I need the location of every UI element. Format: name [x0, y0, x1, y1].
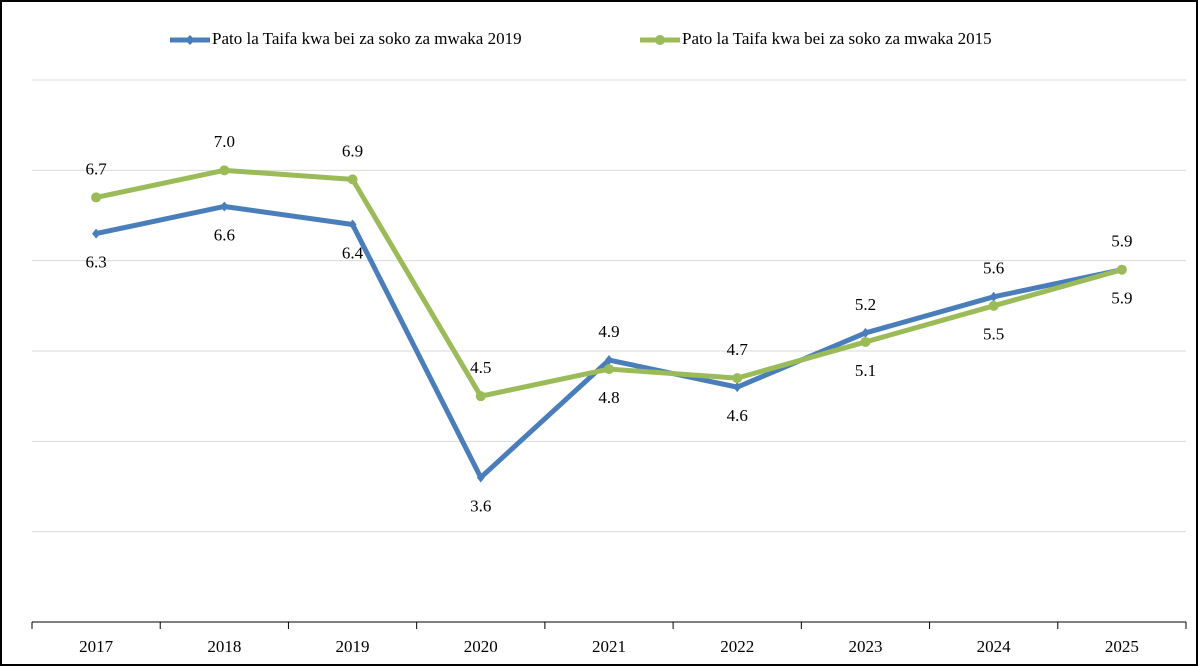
x-tick-label: 2020 [464, 637, 498, 656]
data-label: 5.6 [983, 259, 1004, 278]
point [219, 165, 230, 176]
data-label: 6.4 [342, 243, 364, 262]
data-label: 6.7 [85, 159, 107, 178]
point [1116, 264, 1127, 275]
data-label: 6.6 [214, 225, 235, 244]
point [347, 174, 358, 185]
data-label: 5.9 [1111, 289, 1132, 308]
x-tick-label: 2022 [720, 637, 754, 656]
point [92, 228, 101, 239]
x-tick-label: 2025 [1105, 637, 1139, 656]
data-label: 5.2 [855, 295, 876, 314]
point [988, 300, 999, 311]
point [989, 291, 998, 302]
point [476, 472, 485, 483]
legend-label: Pato la Taifa kwa bei za soko za mwaka 2… [682, 29, 992, 48]
point [220, 201, 229, 212]
legend-label: Pato la Taifa kwa bei za soko za mwaka 2… [212, 29, 522, 48]
data-label: 4.8 [598, 388, 619, 407]
data-label: 5.9 [1111, 232, 1132, 251]
point [861, 327, 870, 338]
data-label: 4.5 [470, 358, 491, 377]
x-tick-label: 2018 [207, 637, 241, 656]
data-label: 7.0 [214, 132, 235, 151]
data-label: 4.6 [727, 406, 748, 425]
x-tick-label: 2021 [592, 637, 626, 656]
data-label: 6.3 [85, 252, 106, 271]
x-tick-label: 2024 [977, 637, 1012, 656]
point [348, 219, 357, 230]
data-label: 4.9 [598, 322, 619, 341]
point [91, 192, 102, 203]
legend-marker [655, 35, 665, 45]
point [475, 391, 486, 402]
point [733, 382, 742, 393]
x-tick-label: 2023 [848, 637, 882, 656]
legend-marker [185, 35, 195, 45]
x-tick-label: 2017 [79, 637, 114, 656]
point [732, 373, 743, 384]
data-label: 5.1 [855, 361, 876, 380]
point [860, 336, 871, 347]
series-line [95, 203, 1123, 480]
data-label: 4.7 [727, 340, 749, 359]
data-label: 6.9 [342, 141, 363, 160]
data-label: 5.5 [983, 325, 1004, 344]
x-tick-label: 2019 [336, 637, 370, 656]
point [604, 364, 614, 375]
point [605, 355, 613, 366]
data-label: 3.6 [470, 496, 491, 515]
